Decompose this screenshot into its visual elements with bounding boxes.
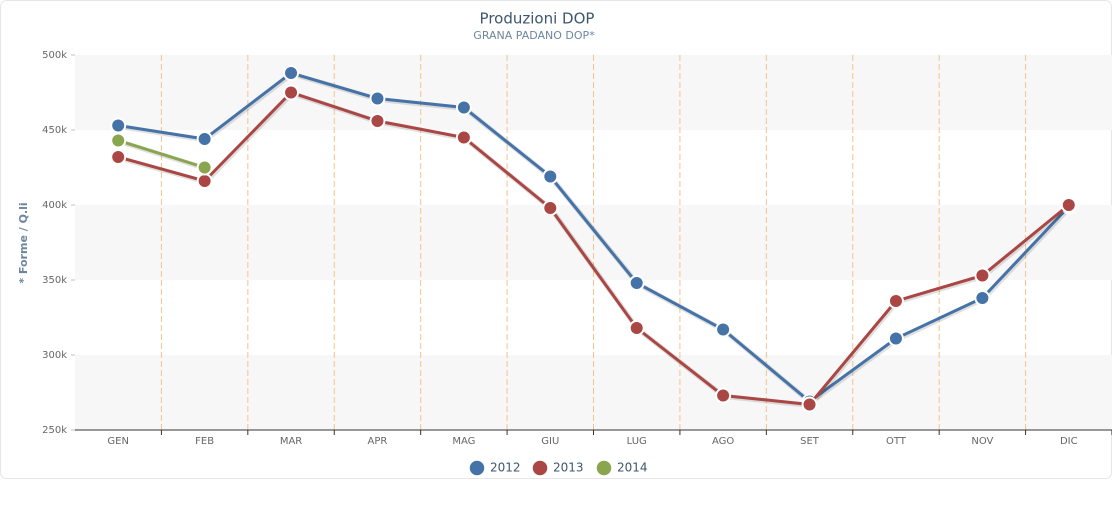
x-tick-label: MAR <box>280 436 302 447</box>
chart-subtitle: GRANA PADANO DOP* <box>473 29 595 42</box>
chart-title: Produzioni DOP <box>480 10 595 28</box>
data-point <box>455 129 472 146</box>
x-tick-label: MAG <box>452 436 475 447</box>
data-point <box>110 132 127 149</box>
series-line <box>117 90 1070 407</box>
y-tick-label: 250k <box>42 425 67 436</box>
legend-label: 2012 <box>490 461 521 475</box>
data-point <box>196 131 213 147</box>
series-line <box>117 71 1070 404</box>
data-point <box>283 84 300 101</box>
data-point <box>542 200 559 216</box>
legend-marker <box>531 459 549 477</box>
data-point <box>283 65 300 81</box>
x-tick-label: AGO <box>712 436 734 447</box>
x-tick-label: DIC <box>1060 436 1078 447</box>
data-point <box>1060 197 1077 213</box>
data-point <box>369 113 386 129</box>
data-point <box>455 99 472 116</box>
data-point <box>369 90 386 107</box>
legend-label: 2013 <box>553 461 584 475</box>
x-tick-label: GEN <box>107 436 129 447</box>
data-point <box>801 396 818 413</box>
legend-item: 2013 <box>531 459 584 477</box>
y-tick-label: 500k <box>42 50 67 61</box>
data-point <box>715 321 732 338</box>
y-tick-label: 450k <box>42 125 67 136</box>
legend-marker <box>468 459 486 477</box>
x-tick-label: GIU <box>541 436 559 447</box>
x-tick-label: NOV <box>971 436 993 447</box>
data-point <box>110 149 127 165</box>
legend-item: 2012 <box>468 459 521 477</box>
y-tick-label: 350k <box>42 275 67 286</box>
x-tick-label: FEB <box>195 436 214 447</box>
y-axis-label: * Forme / Q.li <box>17 202 30 283</box>
x-tick-label: OTT <box>886 436 907 447</box>
legend-label: 2014 <box>617 461 648 475</box>
data-point <box>542 168 559 185</box>
x-tick-label: LUG <box>627 436 647 447</box>
y-tick-label: 400k <box>42 200 67 211</box>
data-point <box>196 159 213 176</box>
x-tick-label: SET <box>800 436 820 447</box>
series-line <box>117 139 206 169</box>
data-point <box>628 275 645 291</box>
data-point <box>628 320 645 336</box>
y-tick-label: 300k <box>42 350 67 361</box>
legend-item: 2014 <box>595 459 648 477</box>
data-point <box>887 293 904 309</box>
data-point <box>974 290 991 306</box>
legend-marker <box>595 459 613 477</box>
data-point <box>110 117 127 134</box>
data-point <box>715 387 732 404</box>
data-point <box>974 267 991 284</box>
data-point <box>196 173 213 189</box>
data-point <box>887 330 904 347</box>
x-tick-label: APR <box>368 436 388 447</box>
